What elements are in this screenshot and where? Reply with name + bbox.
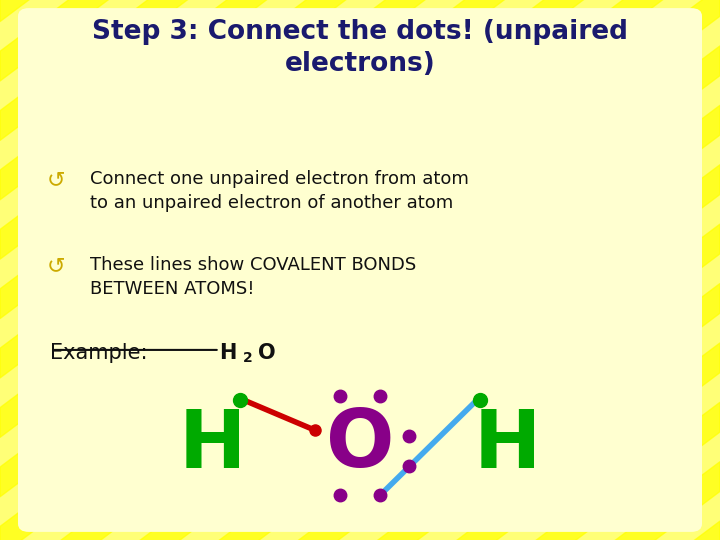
Text: ↺: ↺ bbox=[47, 256, 66, 276]
Text: H: H bbox=[179, 407, 246, 484]
Text: ↺: ↺ bbox=[47, 170, 66, 190]
Text: H: H bbox=[220, 343, 237, 363]
Text: Connect one unpaired electron from atom
to an unpaired electron of another atom: Connect one unpaired electron from atom … bbox=[90, 170, 469, 212]
Text: O: O bbox=[258, 343, 275, 363]
Text: These lines show COVALENT BONDS
BETWEEN ATOMS!: These lines show COVALENT BONDS BETWEEN … bbox=[90, 256, 416, 298]
Text: H: H bbox=[474, 407, 541, 484]
Text: O: O bbox=[326, 407, 394, 484]
FancyBboxPatch shape bbox=[18, 8, 702, 532]
Text: Example:: Example: bbox=[50, 343, 155, 363]
Text: Step 3: Connect the dots! (unpaired
electrons): Step 3: Connect the dots! (unpaired elec… bbox=[92, 19, 628, 77]
Text: 2: 2 bbox=[243, 351, 253, 365]
